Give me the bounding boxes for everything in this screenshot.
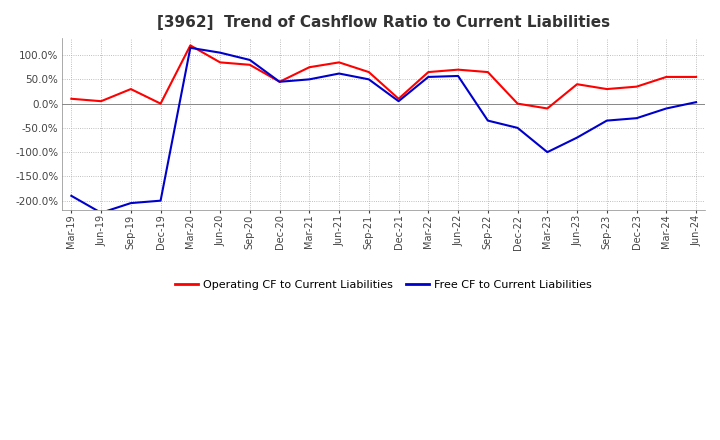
Title: [3962]  Trend of Cashflow Ratio to Current Liabilities: [3962] Trend of Cashflow Ratio to Curren… [157,15,611,30]
Legend: Operating CF to Current Liabilities, Free CF to Current Liabilities: Operating CF to Current Liabilities, Fre… [171,275,596,294]
